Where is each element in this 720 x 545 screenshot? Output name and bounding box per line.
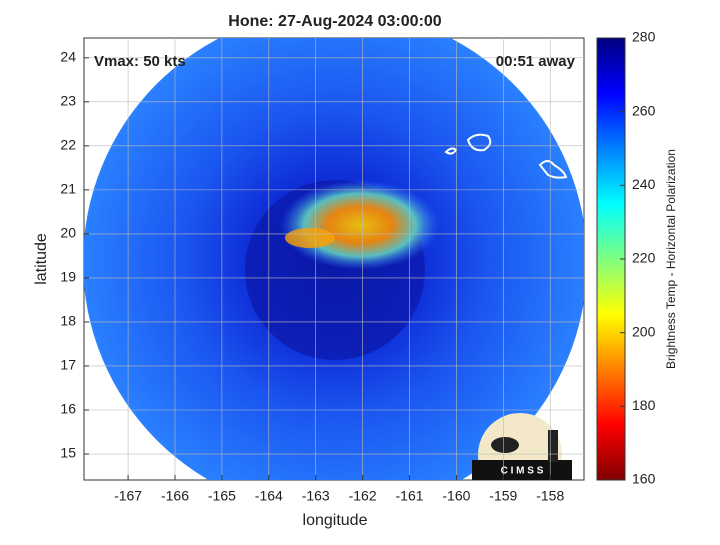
colorbar-tick-label: 280 <box>632 29 656 45</box>
y-tick-label: 16 <box>60 401 76 417</box>
satellite-image: C I M S S <box>84 38 584 480</box>
colorbar-tick-label: 200 <box>632 323 656 339</box>
colorbar-tick-label: 260 <box>632 102 656 118</box>
x-tick-label: -162 <box>349 488 377 504</box>
x-tick-label: -166 <box>161 488 189 504</box>
x-tick-label: -160 <box>442 488 470 504</box>
y-tick-label: 21 <box>60 181 76 197</box>
x-axis-label: longitude <box>303 512 368 529</box>
x-tick-label: -164 <box>255 488 283 504</box>
colorbar-tick-label: 180 <box>632 397 656 413</box>
x-tick-label: -165 <box>208 488 236 504</box>
x-tick-label: -159 <box>489 488 517 504</box>
y-tick-label: 15 <box>60 445 76 461</box>
y-tick-label: 20 <box>60 225 76 241</box>
y-axis-label: latitude <box>33 233 50 285</box>
x-tick-label: -167 <box>114 488 142 504</box>
y-tick-label: 22 <box>60 137 76 153</box>
y-tick-label: 23 <box>60 93 76 109</box>
annotation: 00:51 away <box>496 53 576 70</box>
colorbar-label: Brightness Temp - Horizontal Polarizatio… <box>664 149 678 369</box>
x-tick-label: -161 <box>396 488 424 504</box>
colorbar-tick-label: 220 <box>632 250 656 266</box>
island-outline <box>444 133 568 179</box>
colorbar-tick-label: 240 <box>632 176 656 192</box>
y-tick-label: 19 <box>60 269 76 285</box>
convection <box>285 228 335 248</box>
y-tick-label: 17 <box>60 357 76 373</box>
convection <box>280 180 440 270</box>
colorbar-tick-label: 160 <box>632 471 656 487</box>
annotation: Vmax: 50 kts <box>94 53 186 70</box>
y-tick-label: 24 <box>60 49 76 65</box>
x-tick-label: -158 <box>536 488 564 504</box>
logo-text: C I M S S <box>501 466 544 477</box>
y-tick-label: 18 <box>60 313 76 329</box>
cimss-logo: C I M S S <box>472 413 572 480</box>
x-tick-label: -163 <box>302 488 330 504</box>
chart-title: Hone: 27-Aug-2024 03:00:00 <box>228 13 442 30</box>
